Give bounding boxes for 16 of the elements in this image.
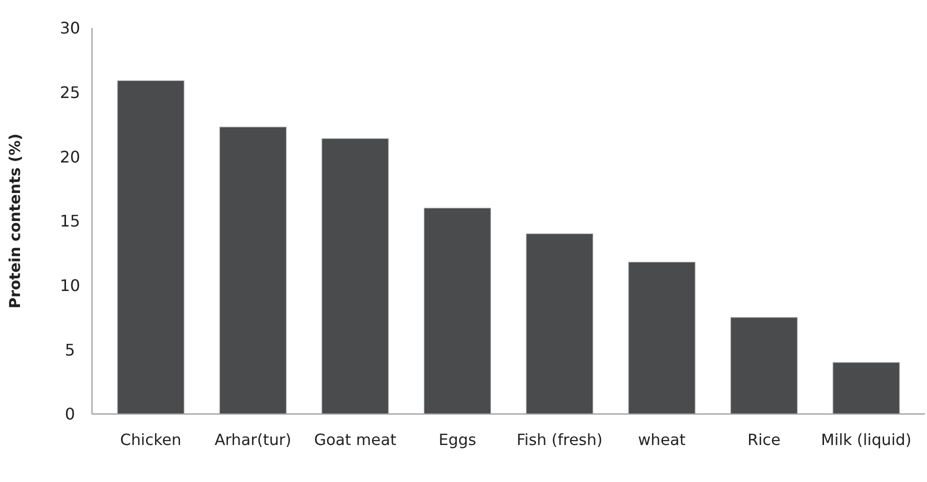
y-tick-label: 20 bbox=[60, 147, 80, 166]
y-tick-label: 10 bbox=[60, 276, 80, 295]
x-tick-label: Rice bbox=[747, 431, 781, 449]
x-tick-label: Chicken bbox=[120, 431, 182, 449]
y-tick-label: 5 bbox=[64, 340, 76, 360]
y-axis-title: Protein contents (%) bbox=[6, 133, 24, 309]
y-tick-label: 25 bbox=[60, 82, 80, 102]
x-tick-label: Fish (fresh) bbox=[516, 431, 603, 449]
x-tick-label: wheat bbox=[638, 431, 686, 449]
y-tick-label: 15 bbox=[60, 212, 80, 231]
x-tick-label: Milk (liquid) bbox=[821, 431, 912, 449]
y-tick-label: 30 bbox=[60, 18, 80, 38]
x-tick-label: Goat meat bbox=[314, 431, 396, 449]
x-tick-label: Eggs bbox=[438, 431, 476, 449]
y-tick-label: 0 bbox=[64, 404, 76, 424]
x-tick-label: Arhar(tur) bbox=[214, 431, 292, 449]
